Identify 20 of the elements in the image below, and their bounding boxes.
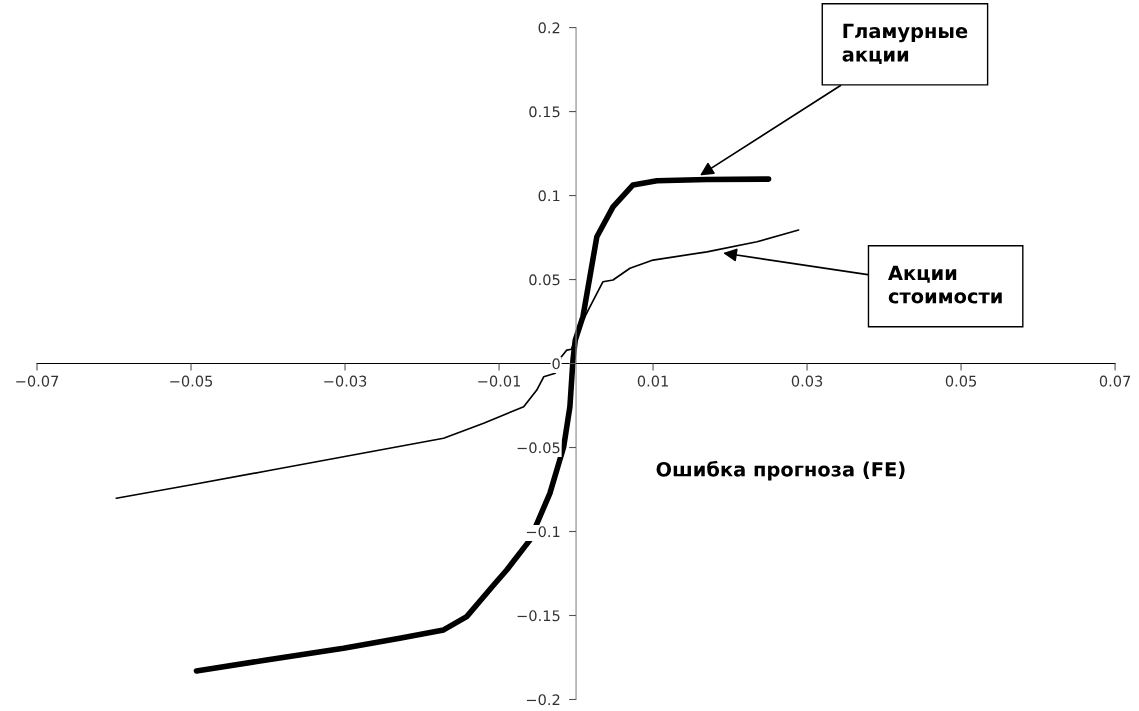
x-axis-title: Ошибка прогноза (FE) [656,460,905,481]
x-tick-label: −0.05 [170,375,213,387]
x-tick-label: −0.07 [16,375,59,387]
x-tick-label: 0.01 [637,375,668,387]
x-tick-label: 0.05 [945,375,977,387]
x-tick-label: 0.07 [1099,375,1131,387]
y-tick-label: −0.05 [517,442,560,454]
y-tick-label: −0.15 [517,610,560,622]
annotation: Акции стоимости [888,265,1002,304]
y-tick-label: 0.15 [529,106,560,118]
y-tick-label: 0.05 [529,274,560,286]
y-tick-label: 0 [552,358,560,370]
y-tick-label: 0.1 [538,190,560,202]
y-tick-label: −0.1 [526,526,560,538]
x-tick-label: −0.03 [324,375,367,387]
y-tick-label: −0.2 [526,694,560,706]
x-tick-label: −0.01 [478,375,521,387]
y-tick-label: 0.2 [538,22,560,34]
x-tick-label: 0.03 [791,375,823,387]
annotation: Гламурные акции [842,23,968,65]
